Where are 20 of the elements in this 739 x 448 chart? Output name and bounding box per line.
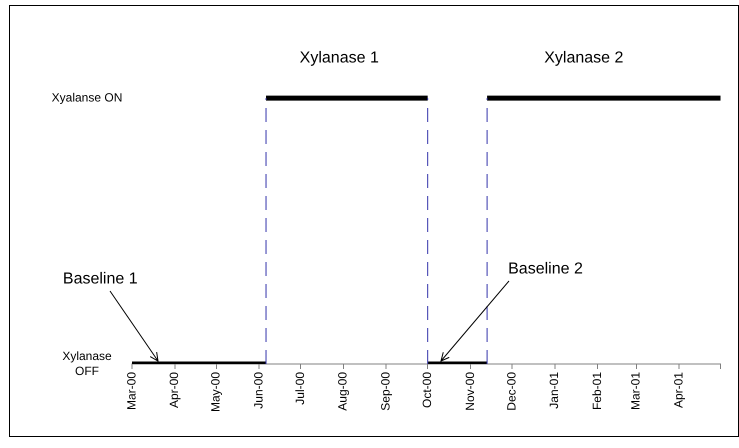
- x-tick-label: Apr-00: [167, 372, 182, 408]
- x-tick-label: Apr-01: [671, 372, 686, 408]
- x-tick-label: Oct-00: [420, 372, 434, 408]
- annotation: Xylanase 1: [300, 50, 379, 67]
- x-tick-label: Mar-00: [124, 372, 138, 410]
- x-tick-label: Sep-00: [378, 372, 393, 411]
- annotation: Baseline 1: [62, 270, 138, 288]
- x-tick-label: Nov-00: [462, 372, 477, 411]
- x-tick-label: Mar-01: [628, 372, 643, 410]
- annotation: Baseline 2: [508, 260, 583, 278]
- x-tick-label: Feb-01: [590, 372, 604, 410]
- x-tick-label: Dec-00: [504, 372, 518, 411]
- x-tick-label: Jan-01: [547, 372, 562, 409]
- x-tick-label: Jun-00: [251, 372, 266, 409]
- annotation: Xylanase 2: [544, 50, 624, 67]
- text: Xylanase OFF: [62, 348, 112, 378]
- x-tick-label: May-00: [208, 372, 223, 412]
- x-tick-label: Aug-00: [336, 372, 350, 411]
- text: Xyalanse ON: [52, 90, 122, 104]
- x-tick-label: Jul-00: [292, 372, 307, 405]
